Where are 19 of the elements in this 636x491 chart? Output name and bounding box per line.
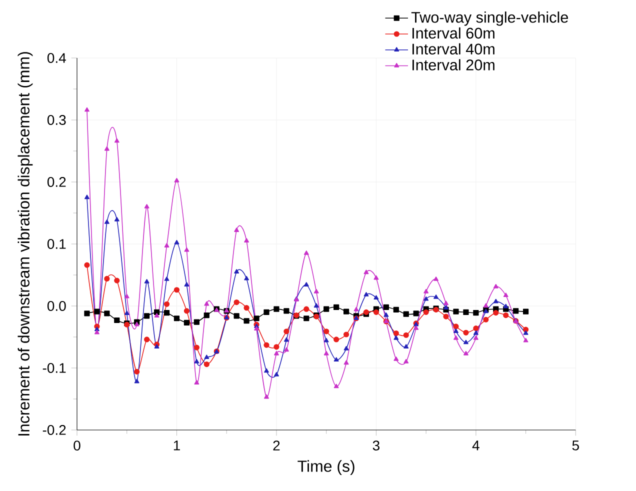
y-tick-label: 0.0 <box>47 301 66 311</box>
y-tick-label: -0.1 <box>42 363 66 373</box>
y-tick-label: 0.4 <box>47 53 66 63</box>
x-tick-label: 0 <box>74 440 80 451</box>
y-tick-label: 0.1 <box>47 239 66 249</box>
y-tick-label: 0.2 <box>47 177 66 187</box>
x-tick-label: 3 <box>372 440 380 451</box>
x-tick-label: 5 <box>572 440 579 450</box>
legend-label: Two-way single-vehicle <box>411 12 568 26</box>
x-tick-label: 2 <box>273 440 280 450</box>
x-axis-title: Time (s) <box>298 460 354 476</box>
legend-label: Interval 20m <box>412 59 494 70</box>
y-tick-label: 0.3 <box>47 115 66 125</box>
y-tick-label: -0.2 <box>42 425 66 435</box>
x-tick-label: 4 <box>472 440 480 450</box>
y-axis-title: Increment of downstream vibration displacement (mm) <box>18 52 33 436</box>
legend-label: Interval 60m <box>412 27 494 39</box>
legend-label: Interval 40m <box>412 43 494 55</box>
x-tick-label: 1 <box>174 440 180 450</box>
